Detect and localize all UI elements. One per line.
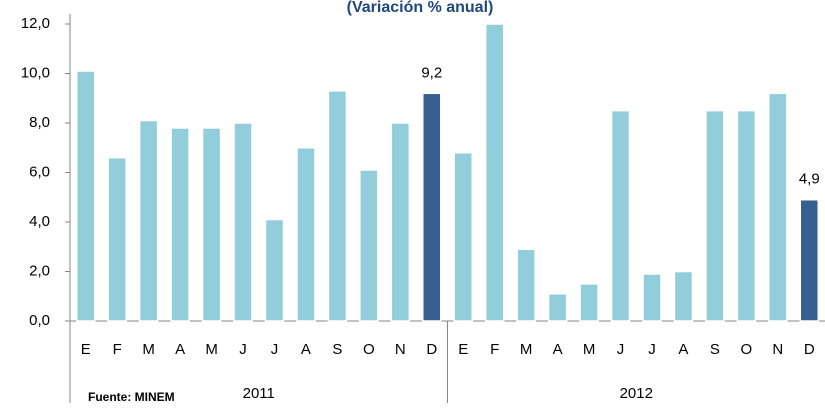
bar — [516, 248, 536, 322]
y-tick-label: 6,0 — [29, 163, 50, 180]
x-tick-label: J — [271, 341, 279, 358]
x-tick-label: D — [804, 341, 815, 358]
x-tick-label: J — [239, 341, 247, 358]
bar — [705, 109, 725, 322]
x-tick-label: A — [678, 341, 688, 358]
x-tick-label: E — [81, 341, 91, 358]
bar — [201, 127, 222, 322]
bar — [422, 92, 442, 322]
x-tick-label: O — [363, 341, 375, 358]
x-tick-label: S — [332, 341, 342, 358]
y-tick-label: 4,0 — [29, 213, 50, 230]
x-tick-label: E — [458, 341, 468, 358]
x-tick-label: A — [301, 341, 311, 358]
bar — [75, 70, 96, 322]
y-tick-label: 8,0 — [29, 114, 50, 131]
bar — [170, 127, 190, 322]
x-tick-label: N — [772, 341, 783, 358]
y-tick-label: 12,0 — [21, 15, 50, 32]
x-tick-label: F — [113, 341, 122, 358]
x-tick-label: M — [520, 341, 533, 358]
bar — [642, 273, 662, 322]
bar — [107, 156, 127, 322]
bar — [264, 218, 285, 322]
x-tick-label: M — [583, 341, 596, 358]
bar — [327, 90, 348, 322]
data-label: 9,2 — [421, 64, 442, 81]
y-tick-label: 10,0 — [21, 64, 50, 81]
source: Fuente: MINEM — [88, 390, 175, 403]
bar — [736, 109, 757, 322]
bar — [484, 23, 505, 322]
bar — [768, 92, 788, 322]
bar — [233, 122, 253, 322]
y-tick-label: 2,0 — [29, 262, 50, 279]
x-tick-label: A — [175, 341, 185, 358]
chart-title: (Variación % anual) — [347, 0, 494, 16]
bar — [799, 198, 820, 322]
x-tick-label: J — [617, 341, 625, 358]
x-tick-label: D — [426, 341, 437, 358]
data-label: 4,9 — [799, 171, 820, 188]
bar — [138, 119, 159, 322]
bar — [579, 283, 599, 322]
bar — [453, 151, 473, 322]
y-tick-label: 0,0 — [29, 312, 50, 329]
group-label: 2011 — [243, 385, 275, 402]
x-tick-label: F — [490, 341, 499, 358]
bar — [390, 122, 411, 322]
x-tick-label: M — [142, 341, 155, 358]
x-tick-label: A — [553, 341, 563, 358]
bar — [547, 293, 568, 322]
x-tick-label: S — [710, 341, 720, 358]
x-tick-label: N — [395, 341, 406, 358]
bar — [296, 147, 316, 322]
bar — [359, 169, 379, 322]
x-tick-label: J — [648, 341, 656, 358]
bar — [673, 270, 694, 322]
x-tick-label: M — [205, 341, 218, 358]
group-label: 2012 — [620, 385, 653, 402]
bar — [610, 109, 631, 322]
x-tick-label: O — [741, 341, 753, 358]
